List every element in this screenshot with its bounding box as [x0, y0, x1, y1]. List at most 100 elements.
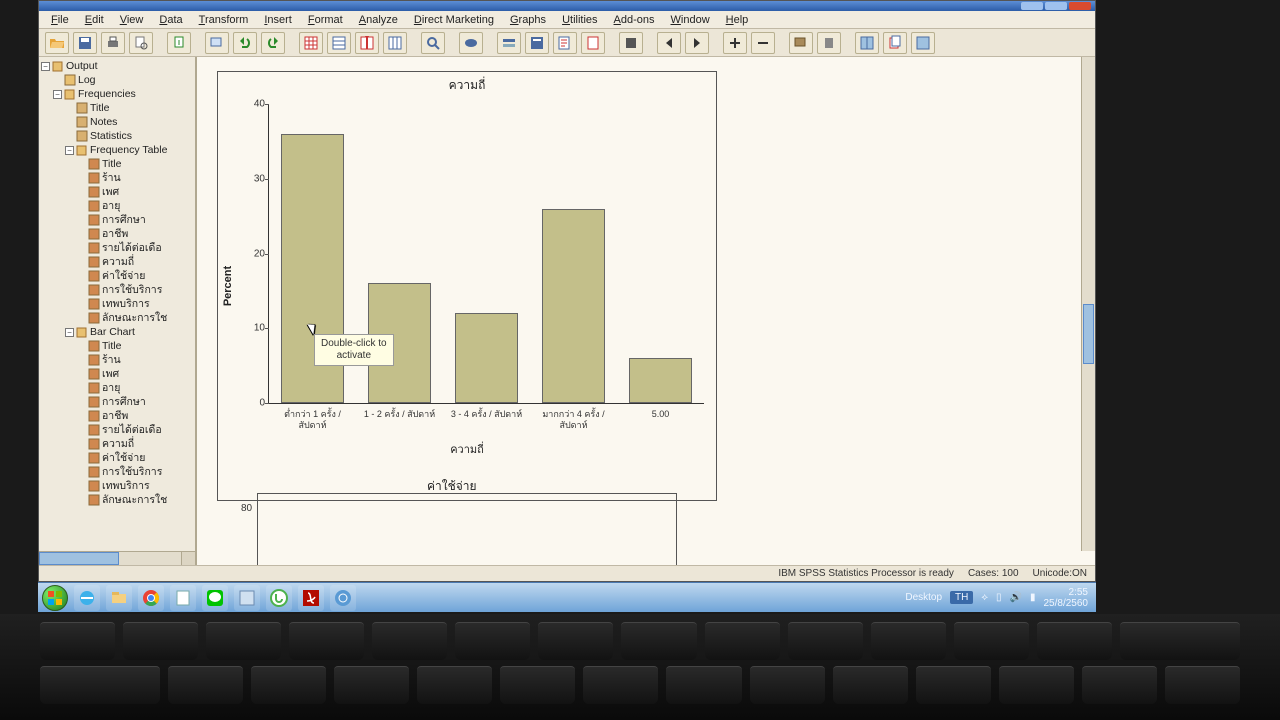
tray-clock[interactable]: 2:55 25/8/2560: [1044, 587, 1089, 609]
outline-ft-item[interactable]: Title: [41, 157, 193, 171]
menu-add-ons[interactable]: Add-ons: [606, 14, 663, 26]
taskbar-app-icon[interactable]: [234, 585, 260, 611]
menu-direct-marketing[interactable]: Direct Marketing: [406, 14, 502, 26]
menu-view[interactable]: View: [112, 14, 152, 26]
outline-output[interactable]: −Output: [41, 59, 193, 73]
chart-frequency[interactable]: ความถี่ Percent 010203040ต่ำกว่า 1 ครั้ง…: [217, 71, 717, 501]
help-button[interactable]: [911, 32, 935, 54]
activate-tooltip: Double-click toactivate: [314, 334, 394, 366]
outline-frequencies[interactable]: −Frequencies: [41, 87, 193, 101]
outline-ft-item[interactable]: อายุ: [41, 199, 193, 213]
select-last-button[interactable]: [459, 32, 483, 54]
outline-bar-chart[interactable]: −Bar Chart: [41, 325, 193, 339]
insert-heading-button[interactable]: [497, 32, 521, 54]
goto-data-button[interactable]: [299, 32, 323, 54]
taskbar-notepad-icon[interactable]: [170, 585, 196, 611]
outline-bc-item[interactable]: อายุ: [41, 381, 193, 395]
outline-freq-Statistics[interactable]: Statistics: [41, 129, 193, 143]
outline-bc-item[interactable]: เทพบริการ: [41, 479, 193, 493]
goto-variable-button[interactable]: [355, 32, 379, 54]
menu-transform[interactable]: Transform: [191, 14, 257, 26]
outline-frequency-table[interactable]: −Frequency Table: [41, 143, 193, 157]
outline-hscrollbar[interactable]: [39, 551, 195, 565]
tray-volume-icon[interactable]: 🔊: [1010, 592, 1022, 603]
insert-page-button[interactable]: [581, 32, 605, 54]
outline-bc-item[interactable]: ลักษณะการใช: [41, 493, 193, 507]
taskbar-line-icon[interactable]: [202, 585, 228, 611]
tray-bluetooth-icon[interactable]: ⟡: [981, 592, 988, 603]
outline-bc-item[interactable]: อาชีพ: [41, 409, 193, 423]
promote-button[interactable]: [817, 32, 841, 54]
goto-case-button[interactable]: [327, 32, 351, 54]
taskbar-ie-icon[interactable]: [74, 585, 100, 611]
tray-network-icon[interactable]: ▯: [996, 592, 1002, 603]
outline-freq-Title[interactable]: Title: [41, 101, 193, 115]
outline-ft-item[interactable]: เทพบริการ: [41, 297, 193, 311]
outline-ft-item[interactable]: ค่าใช้จ่าย: [41, 269, 193, 283]
start-button[interactable]: [42, 585, 68, 611]
zoom-out-button[interactable]: [751, 32, 775, 54]
copy-button[interactable]: [883, 32, 907, 54]
stop-button[interactable]: [619, 32, 643, 54]
menu-data[interactable]: Data: [151, 14, 190, 26]
outline-bc-item[interactable]: Title: [41, 339, 193, 353]
taskbar-spss-icon[interactable]: [330, 585, 356, 611]
outline-bc-item[interactable]: การศึกษา: [41, 395, 193, 409]
menu-insert[interactable]: Insert: [256, 14, 300, 26]
outline-bc-item[interactable]: ร้าน: [41, 353, 193, 367]
chart-expense[interactable]: [257, 493, 677, 565]
ytick: 40: [241, 99, 265, 110]
variables-button[interactable]: [383, 32, 407, 54]
designate-window-button[interactable]: [789, 32, 813, 54]
outline-freq-Notes[interactable]: Notes: [41, 115, 193, 129]
outline-bc-item[interactable]: การใช้บริการ: [41, 465, 193, 479]
find-button[interactable]: [421, 32, 445, 54]
outline-bc-item[interactable]: รายได้ต่อเดือ: [41, 423, 193, 437]
show-desktop-label[interactable]: Desktop: [905, 592, 942, 603]
language-indicator[interactable]: TH: [950, 591, 973, 604]
outline-ft-item[interactable]: การศึกษา: [41, 213, 193, 227]
taskbar-explorer-icon[interactable]: [106, 585, 132, 611]
window-minimize-button[interactable]: [1021, 2, 1043, 10]
save-button[interactable]: [73, 32, 97, 54]
content-vscrollbar[interactable]: [1081, 57, 1095, 551]
taskbar-chrome-icon[interactable]: [138, 585, 164, 611]
redo-button[interactable]: [261, 32, 285, 54]
insert-text-button[interactable]: [553, 32, 577, 54]
open-button[interactable]: [45, 32, 69, 54]
outline-ft-item[interactable]: ลักษณะการใช: [41, 311, 193, 325]
outline-ft-item[interactable]: การใช้บริการ: [41, 283, 193, 297]
window-close-button[interactable]: [1069, 2, 1091, 10]
menu-graphs[interactable]: Graphs: [502, 14, 554, 26]
menu-file[interactable]: File: [43, 14, 77, 26]
menu-edit[interactable]: Edit: [77, 14, 112, 26]
outline-bc-item[interactable]: ค่าใช้จ่าย: [41, 451, 193, 465]
next-button[interactable]: [685, 32, 709, 54]
split-button[interactable]: [855, 32, 879, 54]
print-button[interactable]: [101, 32, 125, 54]
outline-log[interactable]: Log: [41, 73, 193, 87]
outline-ft-item[interactable]: ความถี่: [41, 255, 193, 269]
window-maximize-button[interactable]: [1045, 2, 1067, 10]
prev-button[interactable]: [657, 32, 681, 54]
undo-button[interactable]: [233, 32, 257, 54]
menu-format[interactable]: Format: [300, 14, 351, 26]
zoom-in-button[interactable]: [723, 32, 747, 54]
insert-title-button[interactable]: [525, 32, 549, 54]
outline-ft-item[interactable]: อาชีพ: [41, 227, 193, 241]
outline-bc-item[interactable]: เพศ: [41, 367, 193, 381]
outline-ft-item[interactable]: รายได้ต่อเดือ: [41, 241, 193, 255]
outline-bc-item[interactable]: ความถี่: [41, 437, 193, 451]
menu-window[interactable]: Window: [663, 14, 718, 26]
menu-help[interactable]: Help: [718, 14, 757, 26]
taskbar-utorrent-icon[interactable]: [266, 585, 292, 611]
menu-analyze[interactable]: Analyze: [351, 14, 406, 26]
outline-ft-item[interactable]: เพศ: [41, 185, 193, 199]
recall-dialog-button[interactable]: [205, 32, 229, 54]
tray-battery-icon[interactable]: ▮: [1030, 592, 1036, 603]
menu-utilities[interactable]: Utilities: [554, 14, 605, 26]
export-button[interactable]: [167, 32, 191, 54]
print-preview-button[interactable]: [129, 32, 153, 54]
taskbar-acrobat-icon[interactable]: [298, 585, 324, 611]
outline-ft-item[interactable]: ร้าน: [41, 171, 193, 185]
